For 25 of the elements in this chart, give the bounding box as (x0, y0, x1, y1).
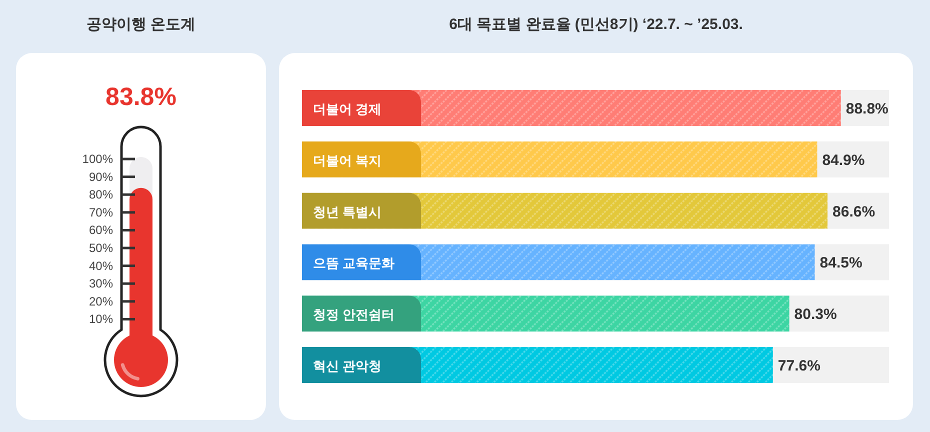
value-label: 88.8% (846, 100, 888, 118)
tick-label: 100% (82, 152, 113, 166)
tick-label: 10% (88, 312, 113, 326)
title: 6대 목표별 완료율 (민선8기) ‘22.7. ~ ’25.03. (449, 16, 743, 33)
category-label: 더불어 경제 (313, 102, 382, 116)
value-label: 77.6% (778, 358, 820, 374)
value-label: 84.5% (820, 254, 862, 272)
value-label: 84.9% (822, 152, 865, 169)
tick-label: 80% (88, 188, 113, 202)
tick-label: 40% (88, 258, 113, 273)
category-label: 으뜸 교육문화 (313, 256, 395, 271)
title: 공약이행 온도계 (86, 16, 196, 33)
category-label: 청년 특별시 (313, 204, 382, 220)
tick-label: 60% (88, 223, 113, 238)
tick-label: 90% (88, 170, 113, 184)
tick-label: 20% (88, 294, 113, 308)
tick-label: 50% (88, 241, 113, 255)
category-label: 청정 안전쉼터 (313, 307, 395, 322)
value-label: 86.6% (832, 203, 876, 220)
category-label: 더불어 복지 (313, 152, 382, 168)
tick-label: 30% (88, 276, 113, 291)
category-label: 혁신 관악청 (313, 358, 382, 374)
value-label: 80.3% (794, 306, 837, 324)
value-label: 83.8% (106, 83, 176, 111)
tick-label: 70% (88, 205, 113, 220)
